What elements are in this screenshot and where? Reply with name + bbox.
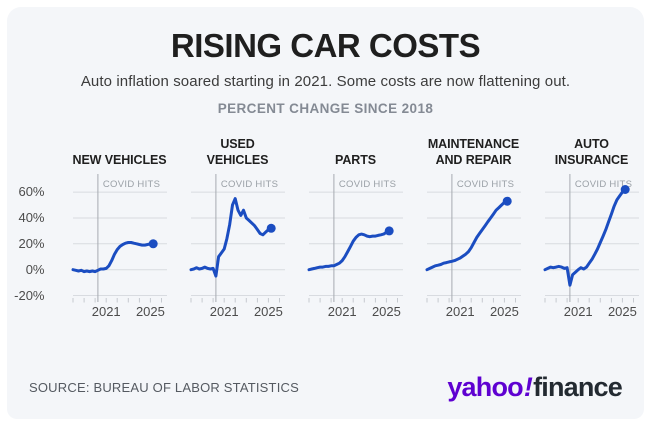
chart-title-line: PARTS [335,152,376,167]
line-chart-svg: COVID HITS 2021 2025 [307,173,403,319]
x-tick-label: 2021 [209,304,238,319]
x-tick-label: 2025 [135,304,164,319]
line-chart-svg: COVID HITS 2021 2025 [425,173,521,319]
logo-yahoo: yahoo [447,372,523,402]
page-subtitle: Auto inflation soared starting in 2021. … [80,72,571,90]
chart-title-line: AUTO [574,136,609,151]
covid-annotation: COVID HITS [456,179,513,190]
series-line [71,240,155,273]
source-text: SOURCE: BUREAU OF LABOR STATISTICS [29,380,299,395]
covid-annotation: COVID HITS [220,179,277,190]
x-tick-label: 2025 [371,304,400,319]
series-line [189,196,273,278]
chart-title-line: USED VEHICLES [206,136,269,167]
x-tick-label: 2025 [607,304,636,319]
chart-kicker: PERCENT CHANGE SINCE 2018 [217,100,434,116]
infographic-card: RISING CAR COSTS Auto inflation soared s… [7,7,644,419]
chart-title-line: INSURANCE [554,152,629,167]
x-tick-label: 2025 [489,304,518,319]
header: RISING CAR COSTS Auto inflation soared s… [7,27,644,116]
chart-panel: NEW VEHICLES COVID HITS 2021 2025 [71,132,167,320]
x-tick-label: 2021 [445,304,474,319]
footer: SOURCE: BUREAU OF LABOR STATISTICS yahoo… [7,374,644,407]
chart-title: NEW VEHICLES [73,132,167,168]
x-tick-label: 2021 [91,304,120,319]
series-line [543,187,627,287]
end-dot [148,238,158,248]
end-dot [502,196,512,206]
line-chart-svg: COVID HITS 2021 2025 [189,173,285,319]
line-chart-svg: COVID HITS 2021 2025 [71,173,167,319]
chart-title: MAINTENANCE AND REPAIR [427,132,521,168]
yahoo-finance-logo: yahoo!finance [447,374,622,401]
chart-panel: USED VEHICLES COVID HITS 2021 2025 [189,132,285,320]
series-line [307,229,391,271]
chart-panel: MAINTENANCE AND REPAIR COVID HITS 2021 2025 [425,132,521,320]
covid-annotation: COVID HITS [102,179,159,190]
y-axis-label: 40% [18,210,45,226]
y-axis-label: 0% [25,261,45,277]
y-axis-label: 60% [18,184,45,200]
chart-title: USED VEHICLES [191,132,285,168]
charts-row: 60% 40% 20% 0% -20% NEW VEHICLES COVID HITS 20… [7,132,644,320]
page-title: RISING CAR COSTS [170,27,481,64]
y-axis-label: -20% [14,287,45,303]
x-tick-label: 2025 [253,304,282,319]
end-dot [384,226,394,236]
series-line [425,199,509,271]
covid-annotation: COVID HITS [574,179,631,190]
chart-title-line: AND REPAIR [435,152,512,167]
chart-title-line: NEW VEHICLES [72,152,167,167]
end-dot [620,184,630,194]
line-chart-svg: COVID HITS 2021 2025 [543,173,639,319]
y-axis-labels: 60% 40% 20% 0% -20% [13,174,49,320]
covid-annotation: COVID HITS [338,179,395,190]
chart-title: AUTO INSURANCE [545,132,639,168]
chart-panel: PARTS COVID HITS 2021 2025 [307,132,403,320]
chart-title: PARTS [309,132,403,168]
y-axis-label: 20% [18,235,45,251]
x-tick-label: 2021 [563,304,592,319]
logo-bang: ! [523,372,533,402]
chart-title-line: MAINTENANCE [427,136,520,151]
logo-finance: finance [533,372,623,402]
chart-panel: AUTO INSURANCE COVID HITS 2021 2025 [543,132,639,320]
x-tick-label: 2021 [327,304,356,319]
end-dot [266,223,276,233]
